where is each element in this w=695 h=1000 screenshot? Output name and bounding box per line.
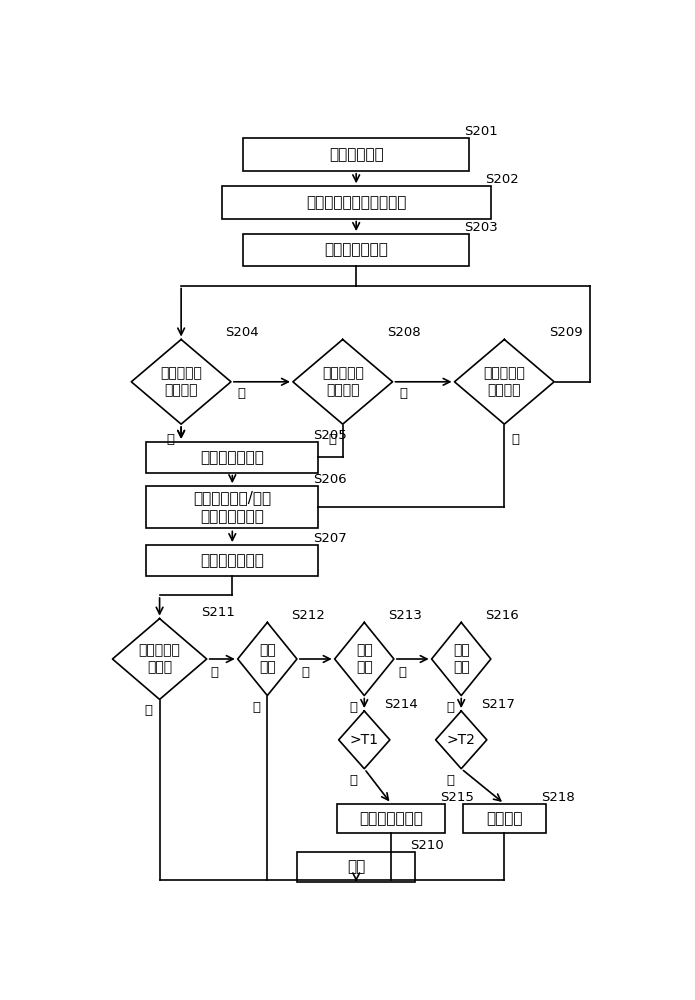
Text: 更新为第一等级: 更新为第一等级: [359, 811, 423, 826]
Text: S214: S214: [384, 698, 418, 711]
Text: 告警等级为
第三等级: 告警等级为 第三等级: [483, 366, 525, 397]
Polygon shape: [113, 619, 206, 699]
Text: S210: S210: [410, 839, 444, 852]
Text: 否: 否: [238, 387, 246, 400]
Bar: [243, 234, 469, 266]
Text: 是: 是: [350, 774, 357, 787]
Text: S206: S206: [313, 473, 347, 486]
Text: 告警等级为
第一等级: 告警等级为 第一等级: [160, 366, 202, 397]
Text: 第二
等级: 第二 等级: [356, 643, 373, 675]
Bar: [297, 852, 416, 882]
Text: >T1: >T1: [350, 733, 379, 747]
Polygon shape: [338, 711, 390, 769]
Text: 否: 否: [211, 666, 219, 679]
Text: S205: S205: [313, 429, 347, 442]
Text: S218: S218: [541, 791, 574, 804]
Text: 否: 否: [400, 387, 407, 400]
Text: 是: 是: [446, 701, 455, 714]
Text: 否: 否: [398, 666, 406, 679]
Bar: [463, 804, 546, 833]
Text: 是: 是: [328, 433, 336, 446]
Text: >T2: >T2: [447, 733, 475, 747]
Text: S204: S204: [226, 326, 259, 339]
Text: S203: S203: [464, 221, 498, 234]
Text: 获取客户端信息: 获取客户端信息: [325, 243, 388, 258]
Text: S211: S211: [202, 606, 235, 619]
Text: 是: 是: [511, 433, 519, 446]
Bar: [146, 442, 318, 473]
Text: 告警等级为
第二等级: 告警等级为 第二等级: [322, 366, 363, 397]
Text: 否: 否: [301, 666, 309, 679]
Text: S212: S212: [292, 609, 325, 622]
Text: 结束: 结束: [347, 859, 366, 874]
Polygon shape: [238, 622, 297, 696]
Text: S202: S202: [485, 173, 519, 186]
Text: S207: S207: [313, 532, 347, 545]
Text: 是: 是: [446, 774, 455, 787]
Text: 是: 是: [350, 701, 357, 714]
Text: S208: S208: [387, 326, 420, 339]
Text: 以网络方式告警: 以网络方式告警: [200, 553, 264, 568]
Text: 第三
等级: 第三 等级: [259, 643, 276, 675]
Text: 以通话方式告警: 以通话方式告警: [200, 450, 264, 465]
Text: 获取监测数据: 获取监测数据: [329, 147, 384, 162]
Bar: [146, 545, 318, 576]
Bar: [337, 804, 445, 833]
Polygon shape: [436, 711, 486, 769]
Text: 以短信方式和/或即
时通信方式告警: 以短信方式和/或即 时通信方式告警: [193, 491, 271, 524]
Text: S209: S209: [549, 326, 582, 339]
Text: 是: 是: [145, 704, 153, 717]
Polygon shape: [455, 339, 554, 424]
Polygon shape: [131, 339, 231, 424]
Text: S215: S215: [440, 791, 473, 804]
Text: 自动处理: 自动处理: [486, 811, 523, 826]
Text: S201: S201: [464, 125, 498, 138]
Text: 是: 是: [166, 433, 174, 446]
Text: 确定告警等级和告警信息: 确定告警等级和告警信息: [306, 195, 407, 210]
Bar: [146, 486, 318, 528]
Polygon shape: [432, 622, 491, 696]
Text: S216: S216: [485, 609, 519, 622]
Text: 第一
等级: 第一 等级: [453, 643, 470, 675]
Text: S217: S217: [482, 698, 515, 711]
Polygon shape: [293, 339, 393, 424]
Polygon shape: [335, 622, 394, 696]
Text: 是: 是: [252, 701, 261, 714]
Bar: [243, 138, 469, 171]
Text: S213: S213: [389, 609, 423, 622]
Bar: [222, 186, 491, 219]
Text: 检测记录接
收状态: 检测记录接 收状态: [138, 643, 181, 675]
